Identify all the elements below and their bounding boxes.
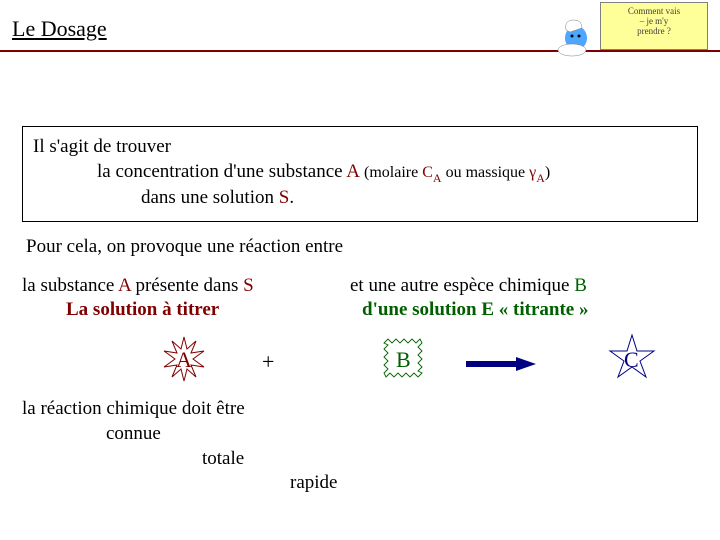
bubble-area: Comment vais – je m'y prendre ? <box>552 2 712 62</box>
reaction-conditions: la réaction chimique doit être connue to… <box>22 397 720 496</box>
intro-l1: Il s'agit de trouver <box>33 135 687 160</box>
smurf-icon <box>552 14 596 58</box>
intro-l2h: A <box>536 170 545 184</box>
rx-l4: rapide <box>22 471 720 496</box>
pour-cela: Pour cela, on provoque une réaction entr… <box>26 236 720 258</box>
label-b: B <box>396 347 411 373</box>
left-l1a: la substance <box>22 275 118 296</box>
right-l2c: « titrante » <box>494 299 588 320</box>
intro-box: Il s'agit de trouver la concentration d'… <box>22 126 698 222</box>
right-l1a: et une autre espèce chimique <box>350 275 574 296</box>
intro-l3a: dans une solution <box>141 187 279 208</box>
intro-l3: dans une solution S. <box>33 186 687 211</box>
rx-l3: totale <box>22 447 720 472</box>
header: Le Dosage Comment vais – je m'y prendre … <box>0 0 720 52</box>
intro-l2: la concentration d'une substance A (mola… <box>33 160 687 186</box>
col-right: et une autre espèce chimique B d'une sol… <box>340 274 700 322</box>
equation-row: A + B C <box>0 339 720 387</box>
right-l2: d'une solution E « titrante » <box>350 298 700 322</box>
thought-bubble: Comment vais – je m'y prendre ? <box>600 2 708 50</box>
content: Il s'agit de trouver la concentration d'… <box>0 76 720 496</box>
intro-l2b: A <box>346 161 360 182</box>
columns: la substance A présente dans S La soluti… <box>0 274 720 322</box>
plus-sign: + <box>262 349 274 375</box>
intro-l2d: C <box>422 164 433 181</box>
right-l2b: E <box>481 299 494 320</box>
right-l2a: d'une solution <box>362 299 481 320</box>
intro-l2i: ) <box>545 164 550 181</box>
bubble-l2: – je m'y <box>640 16 669 26</box>
col-left: la substance A présente dans S La soluti… <box>0 274 340 322</box>
intro-l2a: la concentration d'une substance <box>97 161 346 182</box>
label-c: C <box>624 347 639 373</box>
left-l1c: présente dans <box>131 275 243 296</box>
rx-l2: connue <box>22 422 720 447</box>
intro-l3c: . <box>289 187 294 208</box>
intro-l2c: (molaire <box>360 164 422 181</box>
intro-l2f: ou massique <box>442 164 530 181</box>
label-a: A <box>176 347 192 373</box>
bubble-l3: prendre ? <box>637 26 671 36</box>
left-l1b: A <box>118 275 131 296</box>
right-l1b: B <box>574 275 587 296</box>
arrow-icon <box>466 357 536 371</box>
right-l1: et une autre espèce chimique B <box>350 274 700 298</box>
left-l1: la substance A présente dans S <box>22 274 340 298</box>
rx-l1: la réaction chimique doit être <box>22 397 720 422</box>
left-l1d: S <box>243 275 254 296</box>
intro-l3b: S <box>279 187 290 208</box>
left-l2: La solution à titrer <box>22 298 340 322</box>
intro-l2e: A <box>433 170 442 184</box>
bubble-l1: Comment vais <box>628 6 680 16</box>
